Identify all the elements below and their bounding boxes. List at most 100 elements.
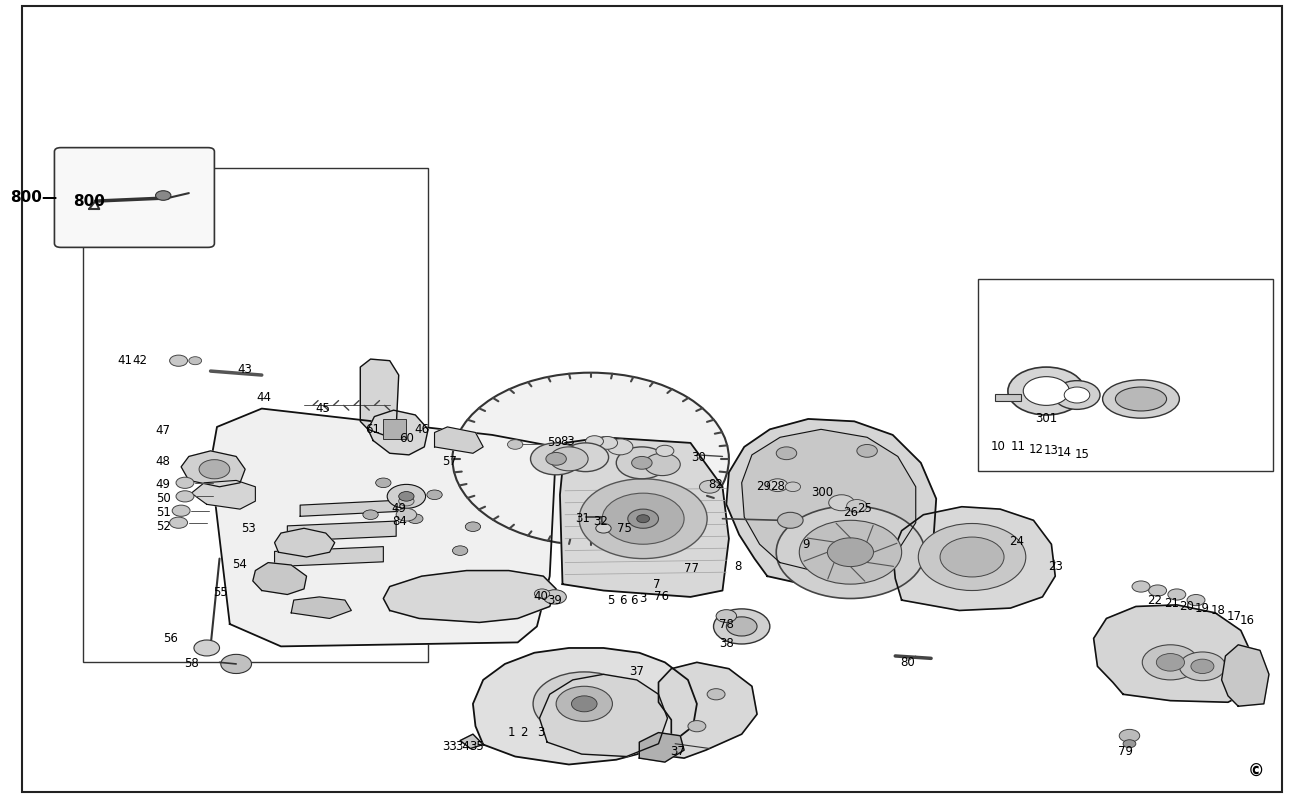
- Text: 49: 49: [391, 502, 406, 515]
- Circle shape: [786, 482, 801, 492]
- Text: 79: 79: [1118, 745, 1133, 758]
- Circle shape: [571, 696, 597, 712]
- Circle shape: [767, 479, 788, 492]
- Circle shape: [408, 514, 422, 523]
- Circle shape: [699, 480, 720, 493]
- Circle shape: [1180, 652, 1225, 681]
- Circle shape: [800, 520, 902, 584]
- Text: 37: 37: [671, 745, 685, 758]
- Circle shape: [776, 447, 797, 460]
- Circle shape: [547, 452, 566, 465]
- Text: 76: 76: [654, 591, 668, 603]
- Text: 52: 52: [156, 520, 171, 533]
- Text: 18: 18: [1211, 604, 1225, 617]
- Text: 41: 41: [118, 354, 132, 367]
- Circle shape: [388, 484, 425, 508]
- Text: 800: 800: [74, 194, 105, 208]
- Text: 19: 19: [1195, 602, 1209, 614]
- Text: 7: 7: [654, 579, 662, 591]
- Polygon shape: [300, 500, 397, 516]
- Circle shape: [549, 447, 588, 471]
- Polygon shape: [726, 419, 937, 589]
- Polygon shape: [360, 359, 399, 435]
- Text: 16: 16: [1240, 614, 1255, 627]
- Text: 6: 6: [630, 594, 638, 606]
- Text: 32: 32: [593, 515, 609, 527]
- Circle shape: [399, 492, 413, 501]
- Circle shape: [376, 478, 391, 488]
- Circle shape: [556, 686, 612, 721]
- Polygon shape: [893, 507, 1056, 610]
- Circle shape: [941, 537, 1004, 577]
- Circle shape: [846, 500, 867, 512]
- Circle shape: [602, 493, 683, 544]
- Text: 75: 75: [616, 522, 632, 535]
- Text: 17: 17: [1227, 610, 1242, 622]
- Circle shape: [597, 437, 618, 449]
- Circle shape: [199, 460, 230, 479]
- Text: 78: 78: [718, 618, 734, 630]
- Text: 9: 9: [802, 538, 809, 551]
- Circle shape: [562, 443, 609, 472]
- Text: 83: 83: [561, 435, 575, 448]
- Text: 10: 10: [990, 440, 1005, 453]
- Text: 20: 20: [1180, 600, 1195, 613]
- Text: 25: 25: [857, 502, 872, 515]
- Circle shape: [397, 508, 416, 521]
- Bar: [384, 419, 407, 439]
- Circle shape: [713, 609, 770, 644]
- Text: 30: 30: [691, 451, 705, 464]
- Text: 46: 46: [415, 423, 429, 436]
- Text: 3: 3: [640, 592, 647, 605]
- Bar: [978, 279, 1273, 471]
- Circle shape: [172, 505, 190, 516]
- Circle shape: [1142, 645, 1199, 680]
- Circle shape: [221, 654, 252, 674]
- Text: 3: 3: [537, 726, 544, 739]
- Text: 301: 301: [1035, 413, 1057, 425]
- Text: 40: 40: [534, 591, 548, 603]
- Text: 58: 58: [183, 658, 199, 670]
- Text: 31: 31: [575, 512, 590, 525]
- Circle shape: [194, 640, 220, 656]
- Text: 57: 57: [442, 455, 457, 468]
- Text: 22: 22: [1147, 594, 1163, 606]
- Polygon shape: [368, 410, 428, 455]
- Bar: [83, 168, 428, 662]
- Text: 11: 11: [1010, 440, 1026, 453]
- Polygon shape: [1222, 645, 1269, 706]
- Text: 39: 39: [548, 594, 562, 606]
- Circle shape: [1023, 377, 1070, 405]
- Text: 24: 24: [1009, 535, 1025, 547]
- Text: 51: 51: [156, 506, 171, 519]
- Circle shape: [616, 447, 668, 479]
- Text: 37: 37: [629, 666, 645, 678]
- Circle shape: [544, 590, 566, 604]
- Text: 53: 53: [242, 522, 256, 535]
- Circle shape: [1191, 659, 1214, 674]
- Polygon shape: [659, 662, 757, 758]
- Circle shape: [607, 439, 633, 455]
- Circle shape: [176, 491, 194, 502]
- Circle shape: [579, 479, 707, 559]
- Text: 42: 42: [133, 354, 147, 367]
- Polygon shape: [291, 597, 351, 618]
- Circle shape: [531, 443, 581, 475]
- Text: 55: 55: [213, 586, 229, 598]
- Text: 2: 2: [521, 726, 528, 739]
- Circle shape: [687, 721, 705, 732]
- Text: 45: 45: [315, 402, 331, 415]
- Polygon shape: [742, 429, 916, 575]
- Text: 50: 50: [156, 492, 171, 505]
- Text: 59: 59: [548, 437, 562, 449]
- Circle shape: [628, 509, 659, 528]
- Circle shape: [169, 355, 187, 366]
- Text: 34: 34: [455, 740, 470, 753]
- Text: 48: 48: [156, 455, 171, 468]
- Polygon shape: [191, 480, 256, 509]
- Circle shape: [452, 373, 729, 545]
- Text: 28: 28: [770, 480, 786, 493]
- Circle shape: [776, 506, 925, 598]
- Text: 8: 8: [734, 560, 742, 573]
- Bar: [995, 394, 1021, 401]
